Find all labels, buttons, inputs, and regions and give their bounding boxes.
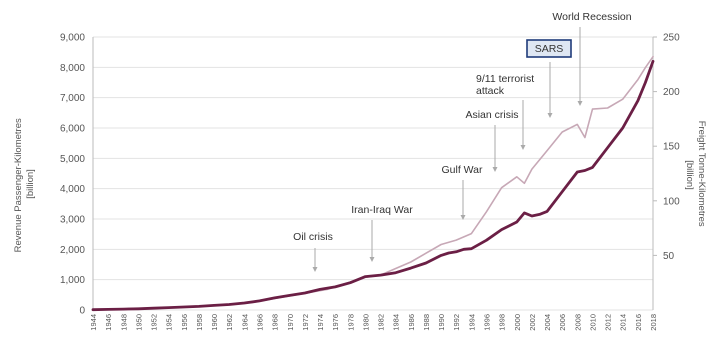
y-left-tick-label: 8,000: [60, 63, 85, 74]
x-tick-label: 2000: [513, 314, 522, 331]
annotation-arrowhead: [492, 167, 498, 172]
y-right-tick-label: 100: [663, 196, 680, 207]
x-tick-label: 2004: [543, 314, 552, 331]
x-tick-label: 1982: [377, 314, 386, 331]
annotation-arrowhead: [312, 267, 318, 272]
y-left-tick-label: 4,000: [60, 184, 85, 195]
x-tick-label: 1954: [165, 314, 174, 331]
x-tick-label: 1944: [89, 314, 98, 331]
x-tick-label: 1992: [452, 314, 461, 331]
x-tick-label: 1960: [210, 314, 219, 331]
y-axis-left-title-line1: Revenue Passenger-Kilometres: [13, 118, 24, 252]
x-tick-label: 1950: [134, 314, 143, 331]
y-axis-left-title: Revenue Passenger-Kilometres [billion]: [13, 116, 36, 253]
y-axis-right-title-line2: [billion]: [684, 160, 695, 190]
y-axis-left-ticks: 0 1,000 2,000 3,000 4,000 5,000 6,000 7,000 8,00…: [60, 33, 85, 317]
annotation-arrowhead: [369, 257, 375, 262]
annotation-label: Oil crisis: [293, 231, 333, 243]
y-left-tick-label: 9,000: [60, 33, 85, 44]
y-right-tick-label: 50: [663, 251, 675, 262]
series-layer: [91, 55, 655, 312]
y-left-tick-label: 2,000: [60, 245, 85, 256]
x-tick-label: 1996: [483, 314, 492, 331]
x-tick-label: 1966: [255, 314, 264, 331]
annotation-arrowhead: [577, 101, 583, 106]
x-tick-label: 1980: [361, 314, 370, 331]
x-tick-label: 1974: [316, 314, 325, 331]
x-tick-label: 2002: [528, 314, 537, 331]
y-left-tick-label: 3,000: [60, 215, 85, 226]
y-left-tick-label: 7,000: [60, 93, 85, 104]
x-tick-label: 1972: [301, 314, 310, 331]
annotation-label: World Recession: [552, 11, 631, 23]
sars-box: [526, 39, 572, 58]
x-tick-label: 2016: [634, 314, 643, 331]
x-tick-label: 1970: [286, 314, 295, 331]
x-tick-label: 2018: [649, 314, 658, 331]
annotation-label: Iran-Iraq War: [351, 204, 413, 216]
passenger-series-line: [91, 59, 655, 312]
grid-lines: [93, 36, 653, 311]
x-tick-label: 1948: [119, 314, 128, 331]
y-right-tick-label: 250: [663, 33, 680, 44]
x-tick-label: 1976: [331, 314, 340, 331]
annotation-label-line: 9/11 terrorist: [476, 73, 534, 85]
x-tick-label: 1958: [195, 314, 204, 331]
annotation-arrowhead: [520, 145, 526, 150]
y-left-tick-label: 5,000: [60, 154, 85, 165]
y-axis-right-title: Freight Tonne-Kilometres [billion]: [684, 121, 707, 230]
y-left-tick-label: 0: [79, 306, 85, 317]
x-tick-label: 1978: [346, 314, 355, 331]
annotation-label: 9/11 terrorist attack: [476, 73, 534, 97]
annotation-label-line: attack: [476, 85, 505, 97]
y-axis-left-title-line2: [billion]: [25, 169, 36, 199]
y-axis-right-title-line1: Freight Tonne-Kilometres: [696, 121, 707, 227]
x-tick-label: 1998: [498, 314, 507, 331]
annotation-arrowhead: [460, 215, 466, 220]
y-right-tick-label: 200: [663, 87, 680, 98]
x-tick-label: 1988: [422, 314, 431, 331]
x-tick-label: 2010: [588, 314, 597, 331]
y-left-tick-label: 1,000: [60, 275, 85, 286]
annotation-label: Asian crisis: [465, 109, 518, 121]
y-left-tick-label: 6,000: [60, 124, 85, 135]
x-tick-label: 1956: [180, 314, 189, 331]
x-tick-label: 2014: [619, 314, 628, 331]
x-tick-label: 1990: [437, 314, 446, 331]
y-right-tick-label: 150: [663, 142, 680, 153]
x-tick-label: 1986: [407, 314, 416, 331]
x-tick-label: 1952: [150, 314, 159, 331]
x-tick-label: 2006: [558, 314, 567, 331]
annotations: Oil crisis Iran-Iraq War Gulf War Asian cri…: [293, 11, 632, 272]
x-tick-label: 1984: [392, 314, 401, 331]
x-axis-ticks: 1944 1946 1948 1950 1952 1954 1956 1958 1960 1962…: [89, 314, 658, 331]
x-tick-label: 1946: [104, 314, 113, 331]
x-tick-label: 2008: [573, 314, 582, 331]
x-tick-label: 2012: [604, 314, 613, 331]
annotation-arrowhead: [547, 113, 553, 118]
x-tick-label: 1962: [225, 314, 234, 331]
y-axis-right-ticks: 50 100 150 200 250: [653, 33, 680, 262]
x-tick-label: 1968: [271, 314, 280, 331]
annotation-label: Gulf War: [441, 164, 483, 176]
annotation-label: SARS: [535, 43, 564, 55]
x-tick-label: 1964: [240, 314, 249, 331]
x-tick-label: 1994: [467, 314, 476, 331]
